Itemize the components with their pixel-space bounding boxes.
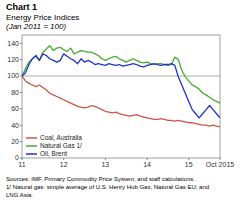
footnote: 1/ Natural gas: simple average of U.S. H… xyxy=(6,184,209,190)
y-tick-label: 100 xyxy=(7,72,19,79)
series-line xyxy=(22,46,220,103)
footnote: LNG Asia. xyxy=(6,192,33,198)
y-tick xyxy=(20,108,22,109)
y-tick-label: 80 xyxy=(11,89,19,96)
x-tick-label: 11 xyxy=(18,161,25,168)
y-tick xyxy=(20,141,22,142)
y-tick xyxy=(20,43,22,44)
y-tick-label: 40 xyxy=(11,122,19,129)
reference-line xyxy=(22,76,220,77)
subtitle: (Jan 2011 = 100) xyxy=(6,22,66,31)
legend-label: Natural Gas 1/ xyxy=(40,142,82,149)
subtitle: Energy Price Indices xyxy=(6,13,79,22)
y-tick-label: 60 xyxy=(11,105,19,112)
x-tick xyxy=(63,158,64,160)
x-tick-label: Oct 2015 xyxy=(206,161,235,168)
x-tick xyxy=(188,158,189,160)
x-tick-label: 15 xyxy=(185,161,193,168)
x-tick xyxy=(105,158,106,160)
x-tick xyxy=(147,158,148,160)
y-tick xyxy=(20,92,22,93)
legend-label: Coal, Australia xyxy=(40,134,82,141)
chart: Chart 1Energy Price Indices(Jan 2011 = 1… xyxy=(0,0,243,208)
title: Chart 1 xyxy=(6,2,37,12)
y-tick xyxy=(20,59,22,60)
plot-marks xyxy=(22,46,220,127)
y-tick-label: 140 xyxy=(7,40,19,47)
x-tick-label: 13 xyxy=(101,161,109,168)
plot-frame xyxy=(22,35,220,158)
legend-label: Oil, Brent xyxy=(40,150,67,157)
x-tick-label: 12 xyxy=(60,161,68,168)
y-tick xyxy=(20,125,22,126)
series-line xyxy=(22,54,220,118)
x-tick-label: 14 xyxy=(143,161,151,168)
x-tick xyxy=(22,158,23,160)
y-tick xyxy=(20,76,22,77)
legend-swatch xyxy=(26,145,37,147)
legend: Coal, AustraliaNatural Gas 1/Oil, Brent xyxy=(26,134,82,157)
y-tick-label: 20 xyxy=(11,138,19,145)
legend-swatch xyxy=(26,137,37,139)
legend-swatch xyxy=(26,153,37,155)
x-tick xyxy=(220,158,221,160)
y-tick-label: 120 xyxy=(7,56,19,63)
footnote: Sources: IMF, Primary Commodity Price Sy… xyxy=(6,176,195,182)
